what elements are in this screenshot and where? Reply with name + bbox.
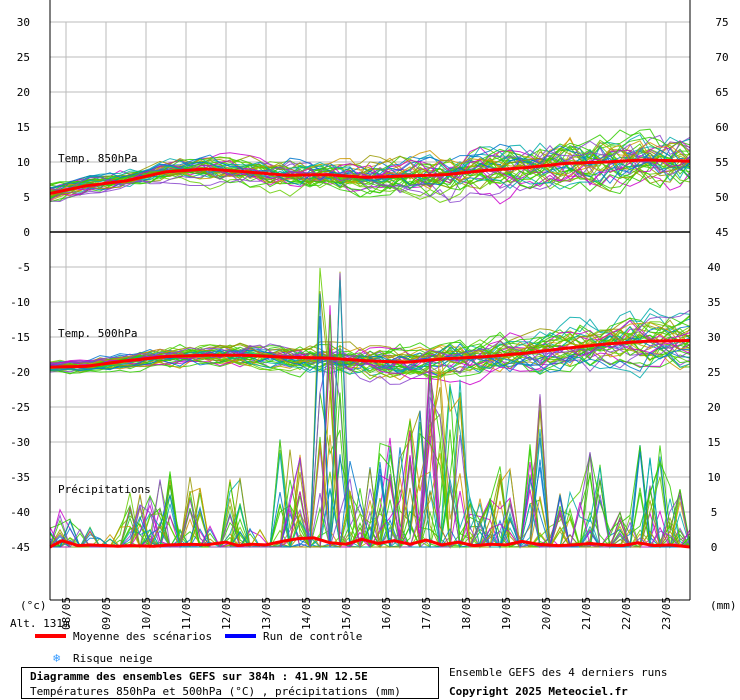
right-tick-label: 70	[715, 51, 728, 64]
ensemble-member-line	[49, 279, 690, 549]
mean-line	[49, 536, 691, 549]
left-tick-label: -45	[10, 541, 30, 554]
date-tick-label: 20/05	[540, 597, 553, 630]
right-tick-label: 45	[715, 226, 728, 239]
date-tick-label: 14/05	[300, 597, 313, 630]
panel-label: Précipitations	[58, 483, 151, 496]
chart-title: Diagramme des ensembles GEFS sur 384h : …	[30, 670, 368, 683]
ensemble-member-line	[49, 309, 691, 371]
right-tick-label: 0	[711, 541, 718, 554]
left-tick-label: -10	[10, 296, 30, 309]
date-tick-label: 17/05	[420, 597, 433, 630]
ensemble-note: Ensemble GEFS des 4 derniers runs	[449, 666, 668, 679]
mean-line	[49, 339, 691, 369]
left-tick-label: 15	[17, 121, 30, 134]
right-tick-label: 55	[715, 156, 728, 169]
left-tick-label: 20	[17, 86, 30, 99]
chart-labels: 302520151050-5-10-15-20-25-30-35-40-4575…	[10, 16, 737, 630]
panel-label: Temp. 500hPa	[58, 327, 137, 340]
date-tick-label: 22/05	[620, 597, 633, 630]
altitude-label: Alt. 131m	[10, 617, 70, 630]
date-tick-label: 08/05	[60, 597, 73, 630]
panel-label: Temp. 850hPa	[58, 152, 137, 165]
snowflake-icon: ❄	[53, 651, 60, 665]
right-tick-label: 5	[711, 506, 718, 519]
left-tick-label: -30	[10, 436, 30, 449]
left-tick-label: -20	[10, 366, 30, 379]
right-tick-label: 75	[715, 16, 728, 29]
chart-legend: Moyenne des scénarios Run de contrôle ❄ Ris…	[35, 630, 362, 665]
date-tick-label: 13/05	[260, 597, 273, 630]
date-tick-label: 18/05	[460, 597, 473, 630]
left-tick-label: 30	[17, 16, 30, 29]
left-tick-label: -25	[10, 401, 30, 414]
left-tick-label: 25	[17, 51, 30, 64]
legend-label-mean: Moyenne des scénarios	[73, 630, 212, 643]
left-tick-label: -40	[10, 506, 30, 519]
right-unit-label: (mm)	[710, 599, 737, 612]
right-tick-label: 15	[707, 436, 720, 449]
ensemble-member-line	[49, 155, 691, 197]
right-tick-label: 60	[715, 121, 728, 134]
right-tick-label: 65	[715, 86, 728, 99]
date-tick-label: 16/05	[380, 597, 393, 630]
ensemble-member-line	[49, 134, 691, 204]
legend-label-snow: Risque neige	[73, 652, 152, 665]
date-tick-label: 21/05	[580, 597, 593, 630]
left-tick-label: 10	[17, 156, 30, 169]
mean-lines	[49, 158, 691, 549]
date-tick-label: 09/05	[100, 597, 113, 630]
left-tick-label: -35	[10, 471, 30, 484]
ensemble-member-line	[49, 143, 691, 192]
date-tick-label: 11/05	[180, 597, 193, 630]
right-tick-label: 25	[707, 366, 720, 379]
date-tick-label: 15/05	[340, 597, 353, 630]
right-tick-label: 10	[707, 471, 720, 484]
ensemble-member-line	[49, 319, 691, 370]
left-unit-label: (°c)	[20, 599, 47, 612]
left-tick-label: -5	[17, 261, 30, 274]
right-tick-label: 30	[707, 331, 720, 344]
right-tick-label: 40	[707, 261, 720, 274]
ensemble-member-line	[49, 383, 691, 549]
right-tick-label: 20	[707, 401, 720, 414]
right-tick-label: 50	[715, 191, 728, 204]
legend-label-control: Run de contrôle	[263, 630, 362, 643]
ensemble-chart: 302520151050-5-10-15-20-25-30-35-40-4575…	[10, 0, 737, 665]
mean-line	[49, 158, 691, 195]
chart-title-box: Diagramme des ensembles GEFS sur 384h : …	[21, 667, 439, 699]
date-tick-label: 23/05	[660, 597, 673, 630]
ensemble-member-line	[49, 161, 691, 195]
date-tick-label: 10/05	[140, 597, 153, 630]
left-tick-label: 5	[23, 191, 30, 204]
ensemble-member-line	[49, 155, 691, 201]
copyright: Copyright 2025 Meteociel.fr	[449, 685, 628, 698]
ensemble-member-line	[49, 401, 690, 549]
left-tick-label: -15	[10, 331, 30, 344]
date-tick-label: 19/05	[500, 597, 513, 630]
chart-axes	[49, 0, 691, 601]
right-tick-label: 35	[707, 296, 720, 309]
date-tick-label: 12/05	[220, 597, 233, 630]
left-tick-label: 0	[23, 226, 30, 239]
chart-subtitle: Températures 850hPa et 500hPa (°C) , pré…	[30, 685, 401, 698]
